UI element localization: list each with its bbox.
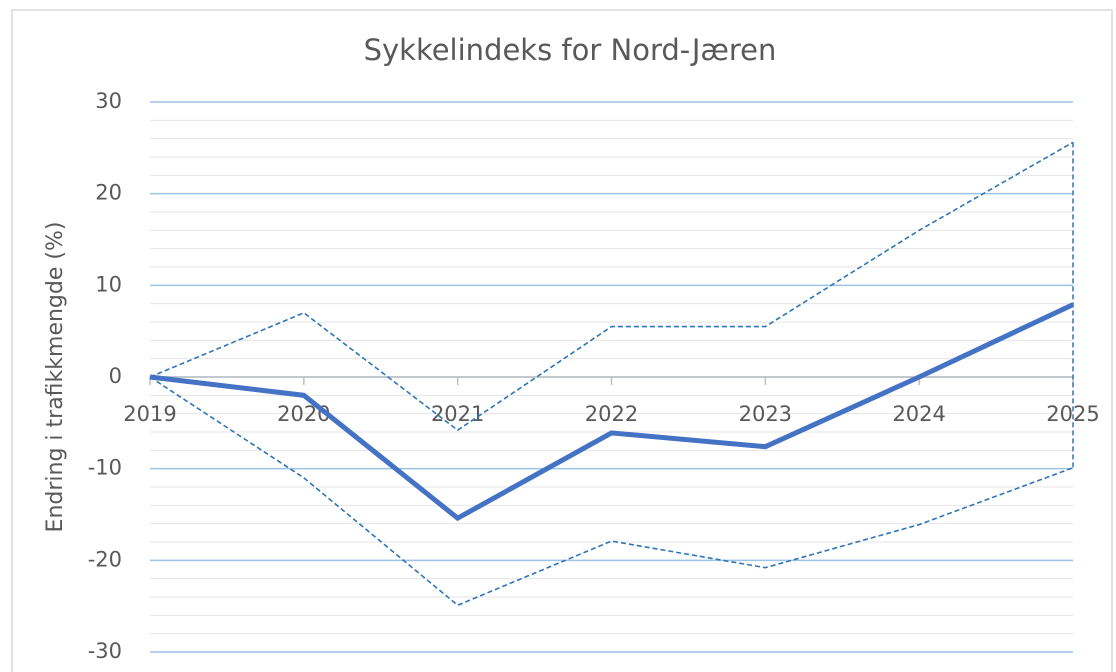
series-line-dashed xyxy=(149,376,1074,607)
x-tick-label: 2020 xyxy=(277,402,330,426)
x-tick-label: 2025 xyxy=(1046,402,1099,426)
series-line xyxy=(149,302,1075,522)
y-tick-label: -20 xyxy=(88,547,122,571)
y-tick-label: 0 xyxy=(109,364,122,388)
series-line-dashed xyxy=(149,141,1074,432)
y-tick-label: -30 xyxy=(88,639,122,663)
x-tick-label: 2024 xyxy=(892,402,945,426)
chart-frame xyxy=(11,9,1113,672)
x-tick-label: 2021 xyxy=(431,402,484,426)
chart-title: Sykkelindeks for Nord-Jæren xyxy=(364,33,777,67)
y-tick-label: 30 xyxy=(95,89,122,113)
y-tick-label: 10 xyxy=(95,272,122,296)
y-tick-label: -10 xyxy=(88,456,122,480)
y-tick-label: 20 xyxy=(95,181,122,205)
x-tick-label: 2023 xyxy=(739,402,792,426)
x-tick-label: 2019 xyxy=(123,402,176,426)
y-axis-title: Endring i trafikkmengde (%) xyxy=(43,222,68,533)
x-tick-label: 2022 xyxy=(585,402,638,426)
